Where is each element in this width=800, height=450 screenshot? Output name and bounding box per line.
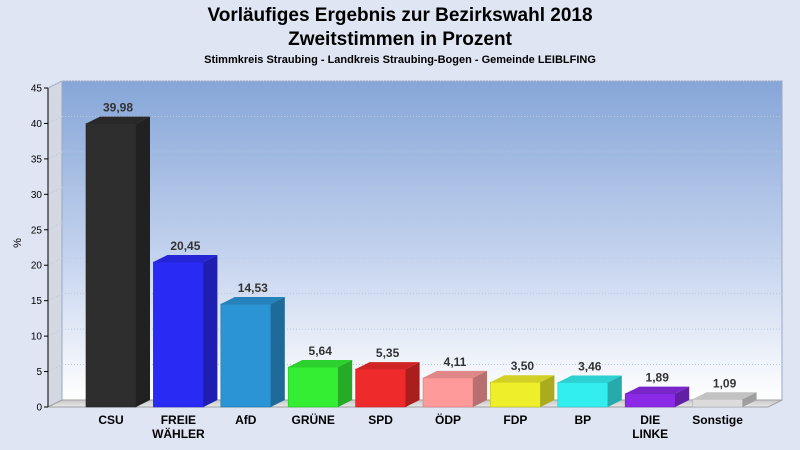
category-label: BP (574, 413, 591, 427)
bar (557, 382, 609, 408)
y-tick-label: 40 (31, 119, 43, 130)
category-label: GRÜNE (292, 412, 335, 427)
bar (153, 261, 204, 408)
y-tick-label: 35 (31, 154, 43, 165)
value-label: 3,46 (578, 359, 602, 373)
value-label: 1,89 (646, 371, 670, 385)
y-axis-label: % (12, 238, 24, 248)
value-label: 3,50 (511, 359, 535, 373)
bar-side (405, 362, 420, 407)
bar (85, 123, 137, 408)
bar (287, 366, 339, 408)
bar (692, 398, 743, 408)
bar-side (473, 370, 487, 407)
bar-side (540, 375, 555, 407)
bar (220, 303, 272, 408)
bar-top (692, 392, 757, 400)
value-label: 14,53 (238, 281, 268, 295)
bar-top (423, 370, 487, 378)
plot-side-wall (47, 80, 63, 408)
category-label: CSU (98, 413, 123, 427)
bar-top (557, 375, 622, 383)
bar (422, 377, 474, 408)
bar-top (625, 386, 690, 394)
category-label: Sonstige (692, 413, 743, 427)
bar-side (338, 360, 353, 407)
chart-subtitle: Stimmkreis Straubing - Landkreis Straubi… (204, 54, 596, 66)
bar (490, 381, 541, 408)
y-tick-label: 20 (31, 261, 43, 272)
bar (355, 368, 406, 408)
y-tick-label: 45 (31, 84, 43, 95)
bar (624, 393, 676, 408)
bar-top (288, 360, 353, 368)
y-tick-label: 5 (36, 367, 42, 378)
y-tick-label: 10 (31, 332, 43, 343)
bar-top (86, 116, 150, 124)
y-tick-label: 0 (36, 403, 42, 414)
category-label: DIE (640, 413, 660, 427)
value-label: 5,64 (309, 344, 333, 358)
bar-top (355, 362, 420, 370)
category-label: FREIE (161, 413, 196, 427)
bar-top (490, 375, 555, 383)
bar-side (675, 386, 690, 407)
bar-side (136, 116, 150, 408)
category-label: FDP (503, 413, 527, 427)
y-tick-label: 25 (31, 225, 43, 236)
value-label: 1,09 (713, 376, 737, 390)
bar-side (742, 392, 757, 407)
y-tick-label: 30 (31, 190, 43, 201)
value-label: 20,45 (170, 239, 200, 253)
bar-side (607, 375, 622, 407)
category-label: WÄHLER (152, 426, 205, 441)
value-label: 5,35 (376, 346, 400, 360)
title-block: Vorläufiges Ergebnis zur Bezirkswahl 201… (0, 4, 800, 66)
value-label: 4,11 (444, 355, 467, 369)
category-label: AfD (235, 413, 257, 427)
category-label: LINKE (632, 427, 668, 441)
bar-top (220, 296, 285, 304)
y-tick-label: 15 (31, 296, 43, 307)
bar-side (203, 255, 218, 407)
chart-title-line2: Zweitstimmen in Prozent (288, 29, 512, 50)
value-label: 39,98 (103, 101, 133, 115)
category-label: SPD (368, 413, 393, 427)
bar-top (153, 255, 218, 263)
bars (85, 116, 757, 408)
category-label: ÖDP (435, 412, 461, 427)
chart-title-line1: Vorläufiges Ergebnis zur Bezirkswahl 201… (207, 5, 593, 26)
y-axis: 0 5 10 15 20 25 30 35 40 45 (31, 84, 49, 414)
bar-side (270, 296, 285, 407)
